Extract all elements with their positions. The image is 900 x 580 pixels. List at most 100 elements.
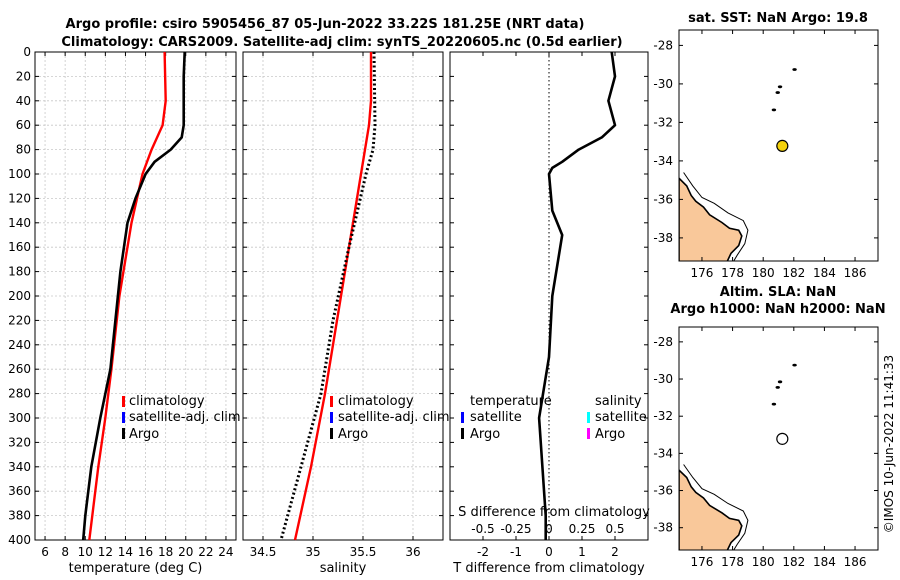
y-tick-label: -34 bbox=[653, 154, 673, 168]
y-tick-label: 180 bbox=[8, 265, 31, 279]
x-tick-label-salinity: 0.5 bbox=[605, 522, 624, 536]
legend-heading-salinity: salinity bbox=[595, 394, 642, 409]
x-tick-label: 180 bbox=[752, 555, 775, 569]
title-line-1: Argo profile: csiro 5905456_87 05-Jun-20… bbox=[66, 17, 585, 32]
map-frame bbox=[678, 326, 879, 551]
y-tick-label: 20 bbox=[16, 69, 31, 83]
y-tick-label: -36 bbox=[653, 484, 673, 498]
land-mass bbox=[679, 177, 743, 261]
x-tick-label: 18 bbox=[158, 545, 173, 559]
depth-contour bbox=[683, 464, 749, 550]
x-tick-label: -1 bbox=[510, 545, 522, 559]
x-tick-label: 184 bbox=[813, 266, 836, 280]
series-argo-line bbox=[279, 51, 377, 541]
sla-map-panel: 176 178 180 182 184 186 -28 -30 -32 -34 -36 -38 bbox=[653, 326, 879, 569]
legend-label-temp-satellite: satellite bbox=[470, 410, 522, 425]
y-tick-label: 0 bbox=[23, 45, 31, 59]
y-tick-label: -30 bbox=[653, 372, 673, 386]
sla-map-title-2: Argo h1000: NaN h2000: NaN bbox=[670, 302, 885, 317]
x-tick-label: 24 bbox=[218, 545, 233, 559]
x-tick-label: 36 bbox=[405, 545, 420, 559]
salinity-legend: climatology satellite-adj. clim Argo bbox=[330, 394, 450, 442]
y-tick-label: 200 bbox=[8, 289, 31, 303]
legend-label-satellite-adj: satellite-adj. clim bbox=[338, 410, 450, 425]
x-tick-label: 20 bbox=[178, 545, 193, 559]
credit-text: ©IMOS 10-Jun-2022 11:41:33 bbox=[882, 355, 896, 533]
legend-label-temp-argo: Argo bbox=[470, 427, 500, 442]
y-tick-label: 340 bbox=[8, 460, 31, 474]
x-tick-label: 14 bbox=[118, 545, 133, 559]
argo-position-marker bbox=[776, 139, 789, 152]
y-tick-label: -28 bbox=[653, 335, 673, 349]
legend-swatch-sal-satellite bbox=[587, 412, 590, 423]
y-tick-label: -30 bbox=[653, 77, 673, 91]
x-tick-label: 178 bbox=[721, 555, 744, 569]
series-climatology-line bbox=[88, 51, 167, 541]
title-line-2: Climatology: CARS2009. Satellite-adj cli… bbox=[61, 35, 622, 50]
island bbox=[771, 402, 777, 406]
y-tick-label: -38 bbox=[653, 521, 673, 535]
x-axis-label: temperature (deg C) bbox=[69, 561, 203, 576]
legend-swatch-satellite-adj bbox=[122, 412, 125, 423]
x-tick-label: 184 bbox=[813, 555, 836, 569]
salinity-panel: 34.5 35 35.5 36 salinity bbox=[242, 51, 444, 576]
y-tick-label: 320 bbox=[8, 435, 31, 449]
y-tick-label: -28 bbox=[653, 38, 673, 52]
x-tick-label: 10 bbox=[78, 545, 93, 559]
legend-swatch-climatology bbox=[122, 396, 125, 407]
x-tick-label-salinity: -0.5 bbox=[471, 522, 494, 536]
x-axis-label-salinity: S difference from climatology bbox=[458, 505, 650, 520]
legend-swatch-climatology bbox=[330, 396, 333, 407]
legend-swatch-sal-argo bbox=[587, 428, 590, 439]
x-tick-label: -2 bbox=[477, 545, 489, 559]
y-tick-label: 260 bbox=[8, 362, 31, 376]
map-frame bbox=[678, 29, 879, 262]
y-tick-label: 360 bbox=[8, 484, 31, 498]
x-tick-label: 180 bbox=[752, 266, 775, 280]
legend-label-sal-argo: Argo bbox=[595, 427, 625, 442]
legend-swatch-satellite-adj bbox=[330, 412, 333, 423]
island bbox=[792, 68, 797, 71]
y-tick-label: -38 bbox=[653, 231, 673, 245]
y-tick-label: 300 bbox=[8, 411, 31, 425]
island bbox=[771, 108, 777, 112]
x-tick-label: 178 bbox=[721, 266, 744, 280]
island bbox=[775, 385, 780, 389]
island bbox=[777, 380, 783, 384]
y-tick-label: 40 bbox=[16, 94, 31, 108]
y-tick-label: 400 bbox=[8, 533, 31, 547]
legend-swatch-temp-argo bbox=[461, 428, 464, 439]
x-tick-label: 1 bbox=[578, 545, 586, 559]
island bbox=[777, 85, 783, 89]
x-tick-label: 16 bbox=[138, 545, 153, 559]
legend-swatch-argo bbox=[330, 428, 333, 439]
y-tick-label: -32 bbox=[653, 115, 673, 129]
sla-map-title-1: Altim. SLA: NaN bbox=[720, 285, 836, 300]
y-tick-label: -36 bbox=[653, 192, 673, 206]
x-tick-label: 176 bbox=[691, 555, 714, 569]
legend-heading-temperature: temperature bbox=[470, 394, 552, 409]
x-axis-label: salinity bbox=[320, 561, 367, 576]
legend-label-sal-satellite: satellite bbox=[595, 410, 647, 425]
x-tick-label: 22 bbox=[198, 545, 213, 559]
legend-label-climatology: climatology bbox=[338, 394, 414, 409]
x-tick-label: 34.5 bbox=[250, 545, 277, 559]
y-tick-label: 140 bbox=[8, 216, 31, 230]
sst-map-title: sat. SST: NaN Argo: 19.8 bbox=[688, 11, 868, 26]
y-tick-label: 280 bbox=[8, 387, 31, 401]
x-tick-label: 6 bbox=[41, 545, 49, 559]
series-argo-line bbox=[537, 51, 617, 540]
difference-legend: temperature salinity satellite Argo sate… bbox=[461, 394, 647, 442]
land-mass bbox=[679, 468, 743, 550]
x-tick-label: 2 bbox=[611, 545, 619, 559]
x-axis-label: T difference from climatology bbox=[452, 561, 645, 576]
argo-position-marker bbox=[776, 432, 789, 445]
x-tick-label: 35.5 bbox=[350, 545, 377, 559]
x-tick-label: 12 bbox=[98, 545, 113, 559]
y-tick-label: -34 bbox=[653, 446, 673, 460]
island bbox=[792, 363, 797, 367]
y-tick-label: 380 bbox=[8, 509, 31, 523]
x-tick-label-salinity: 0 bbox=[545, 522, 553, 536]
y-tick-label: 120 bbox=[8, 191, 31, 205]
